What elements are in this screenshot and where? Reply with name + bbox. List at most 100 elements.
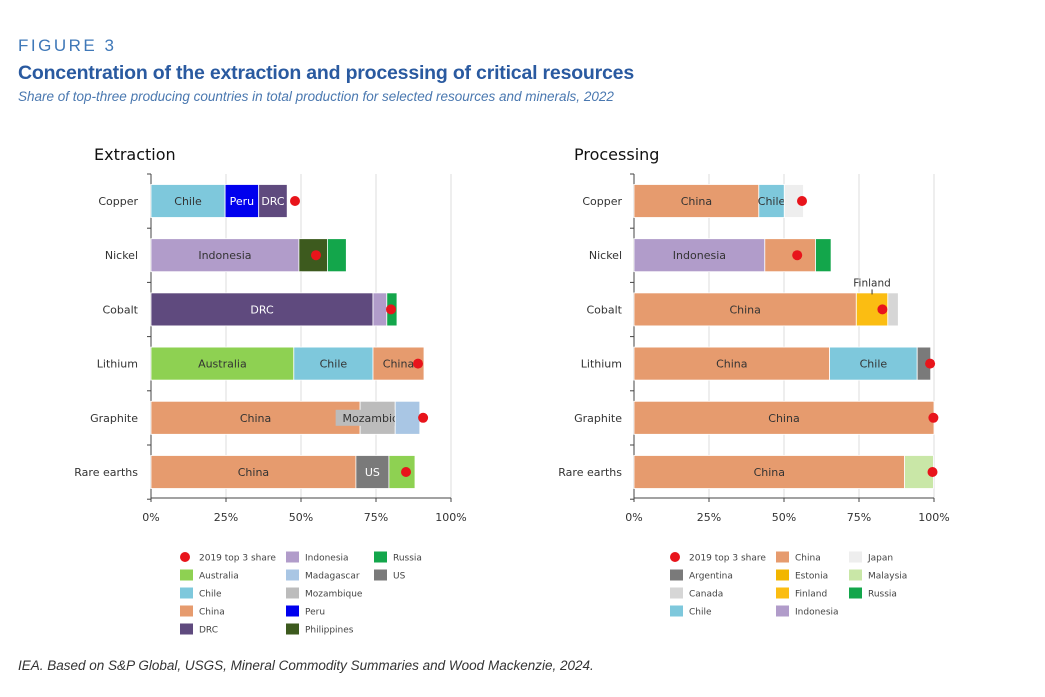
extraction-legend-swatch xyxy=(374,551,387,563)
processing-legend-swatch xyxy=(776,569,789,581)
processing-legend-swatch xyxy=(776,605,789,617)
extraction-marker-2019-share xyxy=(401,467,411,477)
extraction-bar-segment-australia xyxy=(150,346,295,381)
extraction-marker-2019-share xyxy=(418,412,429,423)
extraction-x-tick-label: 75% xyxy=(364,511,388,524)
extraction-bar-segment-china xyxy=(150,400,361,435)
extraction-data-label: Chile xyxy=(174,195,202,208)
extraction-legend-label: Russia xyxy=(393,554,422,564)
processing-data-label: Chile xyxy=(758,195,786,208)
processing-category-label: Graphite xyxy=(574,412,622,425)
extraction-data-label: China xyxy=(383,358,414,371)
figure-label: FIGURE 3 xyxy=(18,36,117,55)
processing-bar-segment-china xyxy=(633,400,935,435)
processing-legend-label: China xyxy=(795,554,821,564)
extraction-legend-swatch xyxy=(180,605,193,617)
extraction-data-label: Peru xyxy=(230,195,255,208)
extraction-marker-2019-share xyxy=(386,304,396,315)
extraction-legend-swatch xyxy=(286,605,299,617)
extraction-category-label: Copper xyxy=(98,195,138,208)
processing-legend-swatch xyxy=(849,569,862,581)
processing-legend-label: Chile xyxy=(689,608,712,618)
processing-legend-swatch xyxy=(776,587,789,599)
processing-marker-2019-share xyxy=(925,358,936,369)
extraction-category-label: Graphite xyxy=(90,412,138,425)
extraction-marker-2019-share xyxy=(413,358,423,369)
processing-marker-2019-share xyxy=(927,467,938,477)
processing-data-label: China xyxy=(716,358,747,371)
processing-legend-swatch xyxy=(670,569,683,581)
processing-data-label: Indonesia xyxy=(673,249,726,262)
processing-marker-2019-share xyxy=(797,196,807,206)
processing-legend-label: Malaysia xyxy=(868,572,907,582)
extraction-legend-label: China xyxy=(199,608,225,618)
extraction-data-label: US xyxy=(365,466,380,479)
processing-legend-swatch xyxy=(776,551,789,563)
processing-legend-label: Japan xyxy=(867,554,893,564)
extraction-legend-label: Philippines xyxy=(305,626,354,636)
processing-legend-label: 2019 top 3 share xyxy=(689,554,766,564)
extraction-legend-label: US xyxy=(393,572,406,582)
processing-category-label: Cobalt xyxy=(586,303,622,316)
processing-x-tick-label: 50% xyxy=(772,511,796,524)
processing-legend-swatch xyxy=(849,587,862,599)
processing-x-tick-label: 100% xyxy=(918,511,949,524)
extraction-legend-swatch xyxy=(374,569,387,581)
extraction-legend-label: 2019 top 3 share xyxy=(199,554,276,564)
source-note: IEA. Based on S&P Global, USGS, Mineral … xyxy=(18,658,594,673)
extraction-data-label: DRC xyxy=(250,303,274,316)
processing-panel-title: Processing xyxy=(574,145,659,164)
extraction-legend-label: Chile xyxy=(199,590,222,600)
processing-data-label: China xyxy=(729,303,760,316)
extraction-legend-swatch xyxy=(286,569,299,581)
extraction-category-label: Nickel xyxy=(105,249,138,262)
extraction-data-label: Indonesia xyxy=(198,249,251,262)
processing-legend-swatch xyxy=(849,551,862,563)
processing-x-tick-label: 75% xyxy=(847,511,871,524)
extraction-data-label: DRC xyxy=(261,195,285,208)
extraction-category-label: Rare earths xyxy=(74,466,138,479)
extraction-legend-label: Australia xyxy=(199,572,239,582)
extraction-data-label: Chile xyxy=(320,358,348,371)
extraction-legend-label: Mozambique xyxy=(305,590,363,600)
extraction-data-label: Australia xyxy=(198,358,247,371)
processing-data-label: China xyxy=(754,466,785,479)
processing-marker-2019-share xyxy=(792,250,803,261)
processing-category-label: Copper xyxy=(582,195,622,208)
processing-bar-segment-china xyxy=(633,184,760,218)
extraction-bar-segment-russia xyxy=(326,238,347,273)
figure-subtitle: Share of top-three producing countries i… xyxy=(18,89,614,104)
extraction-category-label: Cobalt xyxy=(102,303,138,316)
processing-bar-segment-china xyxy=(633,346,831,381)
processing-bar-segment-russia xyxy=(815,238,832,273)
extraction-bar-segment-madagascar xyxy=(394,400,421,435)
processing-data-label: Chile xyxy=(860,358,888,371)
processing-legend-swatch xyxy=(670,587,683,599)
processing-legend-label: Russia xyxy=(868,590,897,600)
extraction-marker-2019-share xyxy=(290,196,300,206)
processing-legend-label: Argentina xyxy=(689,572,733,582)
extraction-legend-label: DRC xyxy=(199,626,218,636)
extraction-legend-label: Peru xyxy=(305,608,325,618)
processing-legend-label: Indonesia xyxy=(795,608,839,618)
processing-data-label: China xyxy=(681,195,712,208)
extraction-bar-segment-indonesia xyxy=(372,292,388,327)
extraction-legend-marker xyxy=(180,552,190,562)
extraction-panel-title: Extraction xyxy=(94,145,176,164)
processing-x-tick-label: 0% xyxy=(625,511,642,524)
extraction-legend-swatch xyxy=(286,587,299,599)
figure-title: Concentration of the extraction and proc… xyxy=(18,62,634,84)
extraction-legend-swatch xyxy=(286,623,299,635)
processing-bar-segment-indonesia xyxy=(633,238,766,273)
extraction-marker-2019-share xyxy=(311,250,321,261)
processing-marker-2019-share xyxy=(928,412,939,423)
processing-bar-segment-chile xyxy=(829,346,918,381)
extraction-legend-swatch xyxy=(286,551,299,563)
extraction-bar-segment-drc xyxy=(258,184,288,218)
extraction-bar-segment-china xyxy=(150,455,357,489)
processing-bar-segment-china xyxy=(633,292,857,327)
extraction-data-label: China xyxy=(240,412,271,425)
extraction-legend-label: Madagascar xyxy=(305,572,360,582)
extraction-bar-segment-chile xyxy=(293,346,374,381)
processing-bar-segment-chile xyxy=(758,184,785,218)
